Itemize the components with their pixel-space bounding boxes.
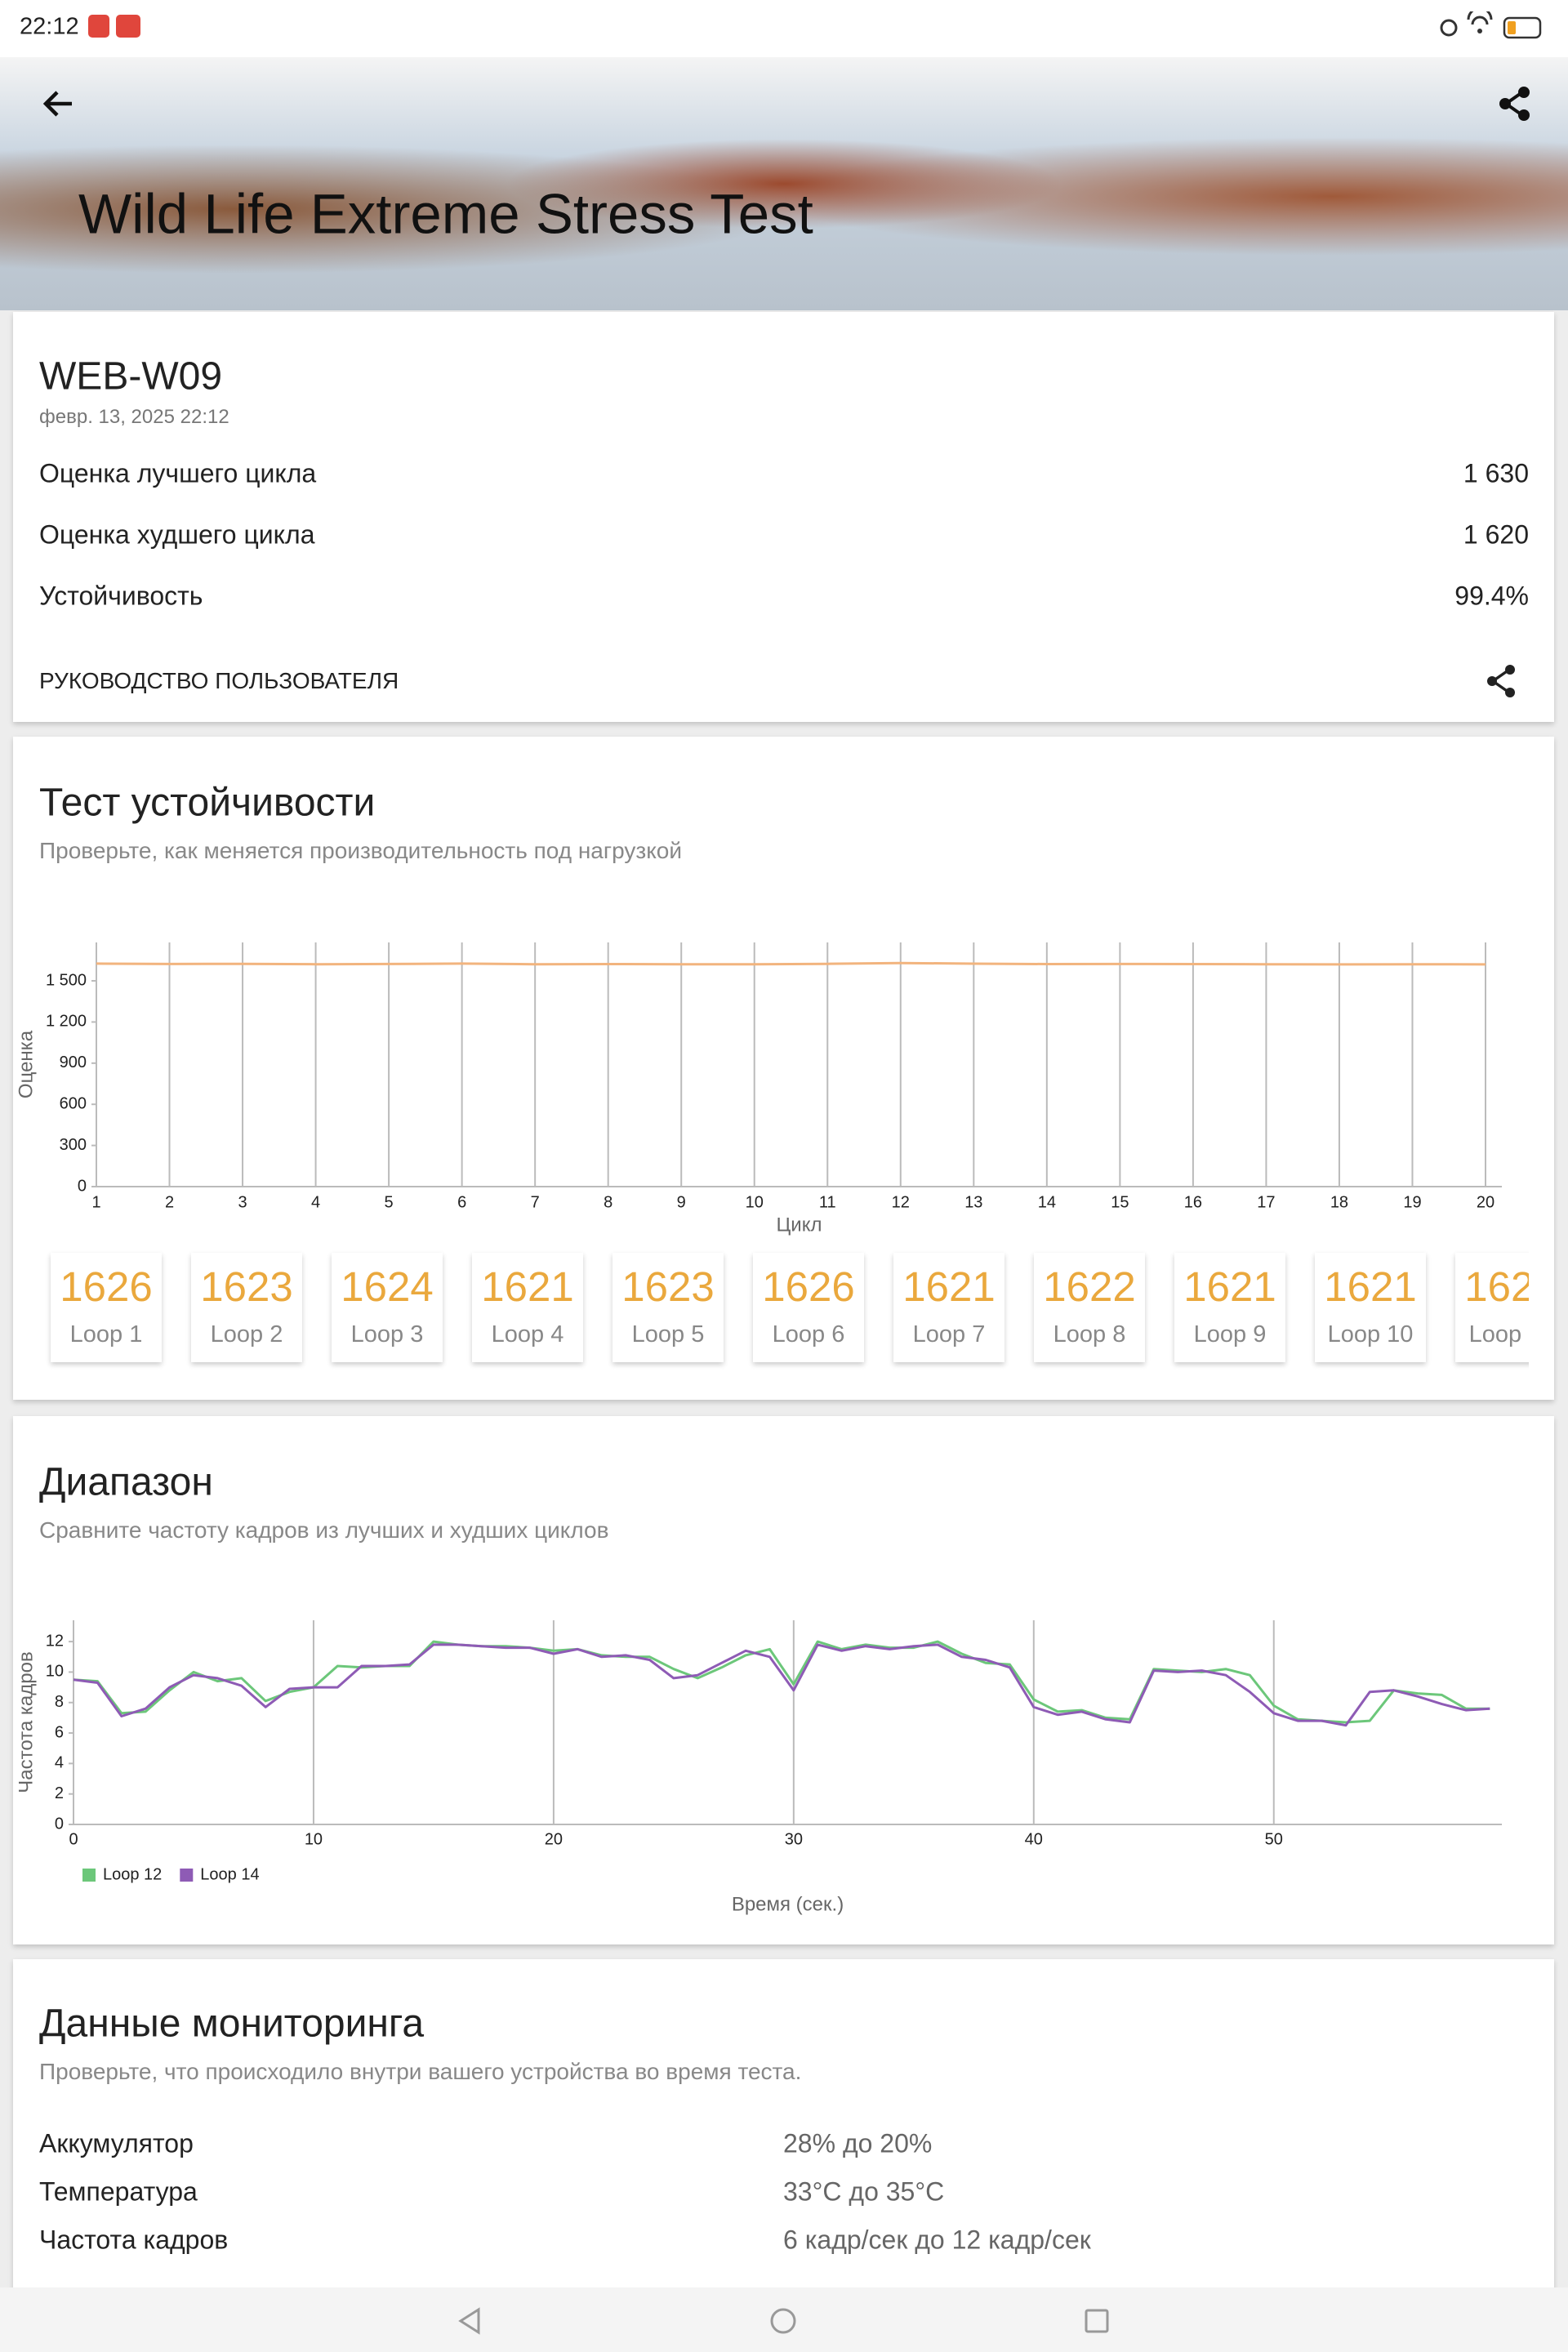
loop-label: Loop 8: [1053, 1321, 1126, 1348]
loop-card[interactable]: 1621 Loop 7: [893, 1253, 1004, 1362]
row-label: Аккумулятор: [39, 2128, 194, 2158]
loop-label: Loop 7: [912, 1321, 986, 1348]
row-label: Оценка худшего цикла: [39, 519, 315, 550]
loop-label: Loop 10: [1327, 1321, 1414, 1348]
row-value: 28% до 20%: [783, 2128, 933, 2158]
monitoring-card: [13, 1959, 1554, 2302]
range-card: [13, 1416, 1554, 1944]
share-button[interactable]: [1494, 84, 1535, 125]
test-date: февр. 13, 2025 22:12: [39, 406, 229, 428]
loop-score: 1626: [60, 1263, 153, 1310]
loop-card[interactable]: 1621 Loop 9: [1174, 1253, 1285, 1362]
row-value: 1 620: [1463, 519, 1529, 550]
header-image: [0, 57, 1568, 310]
battery-icon: [1503, 16, 1542, 39]
loop-label: Loop 2: [210, 1321, 283, 1348]
loop-score: 1623: [621, 1263, 715, 1310]
loop-strip: 1626 Loop 1 1623 Loop 2 1624 Loop 3 1621 Loop 4…: [51, 1253, 1529, 1362]
section-title: Диапазон: [39, 1460, 213, 1504]
loop-score: 1626: [762, 1263, 855, 1310]
share-icon: [1505, 665, 1515, 675]
loop-label: Loop 5: [631, 1321, 705, 1348]
loop-card[interactable]: 1626 Loop 6: [753, 1253, 864, 1362]
wifi-icon: [1477, 29, 1482, 33]
loop-score: 1623: [200, 1263, 293, 1310]
share-icon: [1518, 87, 1530, 98]
row-label: Температура: [39, 2176, 198, 2207]
nav-recent[interactable]: [1085, 2309, 1109, 2333]
loop-score: 1621: [1183, 1263, 1276, 1310]
loop-score: 1621: [1324, 1263, 1417, 1310]
loop-score: 1621: [902, 1263, 996, 1310]
loop-label: Loop 4: [491, 1321, 564, 1348]
notification-icon: [116, 15, 140, 38]
user-guide-link[interactable]: РУКОВОДСТВО ПОЛЬЗОВАТЕЛЯ: [39, 668, 399, 693]
loop-score: 1622: [1043, 1263, 1136, 1310]
loop-card[interactable]: 1623 Loop 5: [612, 1253, 724, 1362]
device-name: WEB-W09: [39, 354, 223, 399]
nav-home[interactable]: [770, 2308, 796, 2334]
share-icon: [1499, 98, 1511, 109]
navigation-bar: [0, 2287, 1568, 2352]
wifi-icon: [1467, 11, 1493, 25]
back-button[interactable]: [39, 84, 78, 123]
section-subtitle: Проверьте, что происходило внутри вашего…: [39, 2059, 802, 2084]
notification-icon: [88, 15, 109, 38]
loop-label: Loop 1: [69, 1321, 143, 1348]
loop-label: Loop 6: [772, 1321, 845, 1348]
row-value: 33°C до 35°C: [783, 2176, 945, 2207]
nav-back[interactable]: [458, 2307, 480, 2335]
share-icon: [1487, 676, 1497, 686]
summary-card: [13, 312, 1554, 722]
loop-score: 1624: [1464, 1263, 1529, 1310]
status-time: 22:12: [20, 13, 79, 40]
section-subtitle: Проверьте, как меняется производительнос…: [39, 838, 682, 863]
loop-score: 1621: [481, 1263, 574, 1310]
nav-buttons: [458, 2307, 1109, 2335]
loop-card[interactable]: 1623 Loop 2: [191, 1253, 302, 1362]
loop-score: 1624: [341, 1263, 434, 1310]
loop-card[interactable]: 1621 Loop 4: [472, 1253, 583, 1362]
share-icon: [1518, 109, 1530, 121]
section-title: Данные мониторинга: [39, 2002, 425, 2046]
row-value: 1 630: [1463, 458, 1529, 488]
share-icon: [1505, 688, 1515, 697]
back-arrow: [42, 91, 72, 117]
section-title: Тест устойчивости: [39, 781, 376, 825]
section-subtitle: Сравните частоту кадров из лучших и худш…: [39, 1517, 609, 1543]
status-icons: [1440, 11, 1542, 39]
status-bar: [0, 0, 1568, 57]
share-button[interactable]: [1482, 662, 1521, 701]
page-title: Wild Life Extreme Stress Test: [78, 182, 813, 246]
loop-card[interactable]: 1626 Loop 1: [51, 1253, 162, 1362]
loop-card[interactable]: 1621 Loop 10: [1315, 1253, 1426, 1362]
loop-label: Loop 9: [1193, 1321, 1267, 1348]
row-label: Оценка лучшего цикла: [39, 458, 317, 488]
row-label: Частота кадров: [39, 2225, 229, 2255]
row-value: 6 кадр/сек до 12 кадр/сек: [783, 2225, 1091, 2255]
nfc-icon: [1440, 19, 1458, 37]
loop-card[interactable]: 1624 Loop 11: [1455, 1253, 1529, 1362]
loop-card[interactable]: 1622 Loop 8: [1034, 1253, 1145, 1362]
row-value: 99.4%: [1454, 581, 1529, 611]
loop-card[interactable]: 1624 Loop 3: [332, 1253, 443, 1362]
battery-level: [1508, 21, 1516, 34]
row-label: Устойчивость: [39, 581, 203, 611]
loop-label: Loop 3: [350, 1321, 424, 1348]
loop-label: Loop 11: [1468, 1321, 1529, 1348]
